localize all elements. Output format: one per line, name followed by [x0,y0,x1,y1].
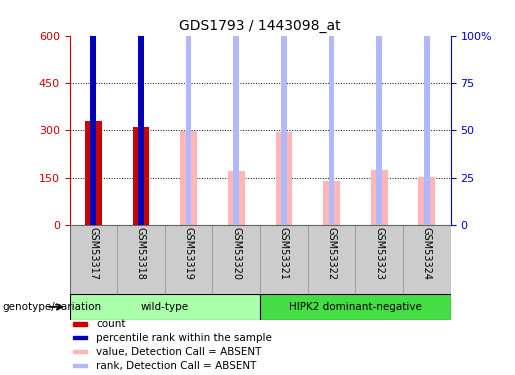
Bar [180,131,197,225]
Text: rank, Detection Call = ABSENT: rank, Detection Call = ABSENT [96,361,256,370]
Bar [228,171,245,225]
Bar [73,322,87,326]
Bar [403,225,451,294]
Text: value, Detection Call = ABSENT: value, Detection Call = ABSENT [96,347,262,357]
Bar [70,294,260,320]
Bar [117,225,165,294]
Bar [212,225,260,294]
Bar [276,132,292,225]
Bar [329,0,334,225]
Bar [424,0,430,225]
Bar [355,225,403,294]
Bar [307,225,355,294]
Bar [73,336,87,339]
Text: GSM53320: GSM53320 [231,227,241,280]
Text: genotype/variation: genotype/variation [3,302,101,312]
Bar [70,225,117,294]
Text: GSM53321: GSM53321 [279,227,289,280]
Bar [133,127,149,225]
Bar [138,0,144,225]
Bar [419,177,435,225]
Bar [260,294,451,320]
Text: GSM53317: GSM53317 [89,227,98,280]
Text: wild-type: wild-type [141,302,189,312]
Bar [371,170,387,225]
Bar [281,0,287,225]
Bar [73,364,87,367]
Bar [323,181,340,225]
Title: GDS1793 / 1443098_at: GDS1793 / 1443098_at [179,19,341,33]
Bar [260,225,308,294]
Bar [376,0,382,225]
Text: GSM53323: GSM53323 [374,227,384,280]
Text: GSM53324: GSM53324 [422,227,432,280]
Text: count: count [96,319,126,329]
Bar [91,0,96,225]
Text: percentile rank within the sample: percentile rank within the sample [96,333,272,343]
Text: HIPK2 dominant-negative: HIPK2 dominant-negative [289,302,422,312]
Text: GSM53322: GSM53322 [327,227,336,280]
Text: GSM53318: GSM53318 [136,227,146,280]
Bar [233,0,239,225]
Bar [186,0,192,225]
Bar [85,121,101,225]
Text: GSM53319: GSM53319 [184,227,194,280]
Bar [165,225,212,294]
Bar [73,350,87,353]
